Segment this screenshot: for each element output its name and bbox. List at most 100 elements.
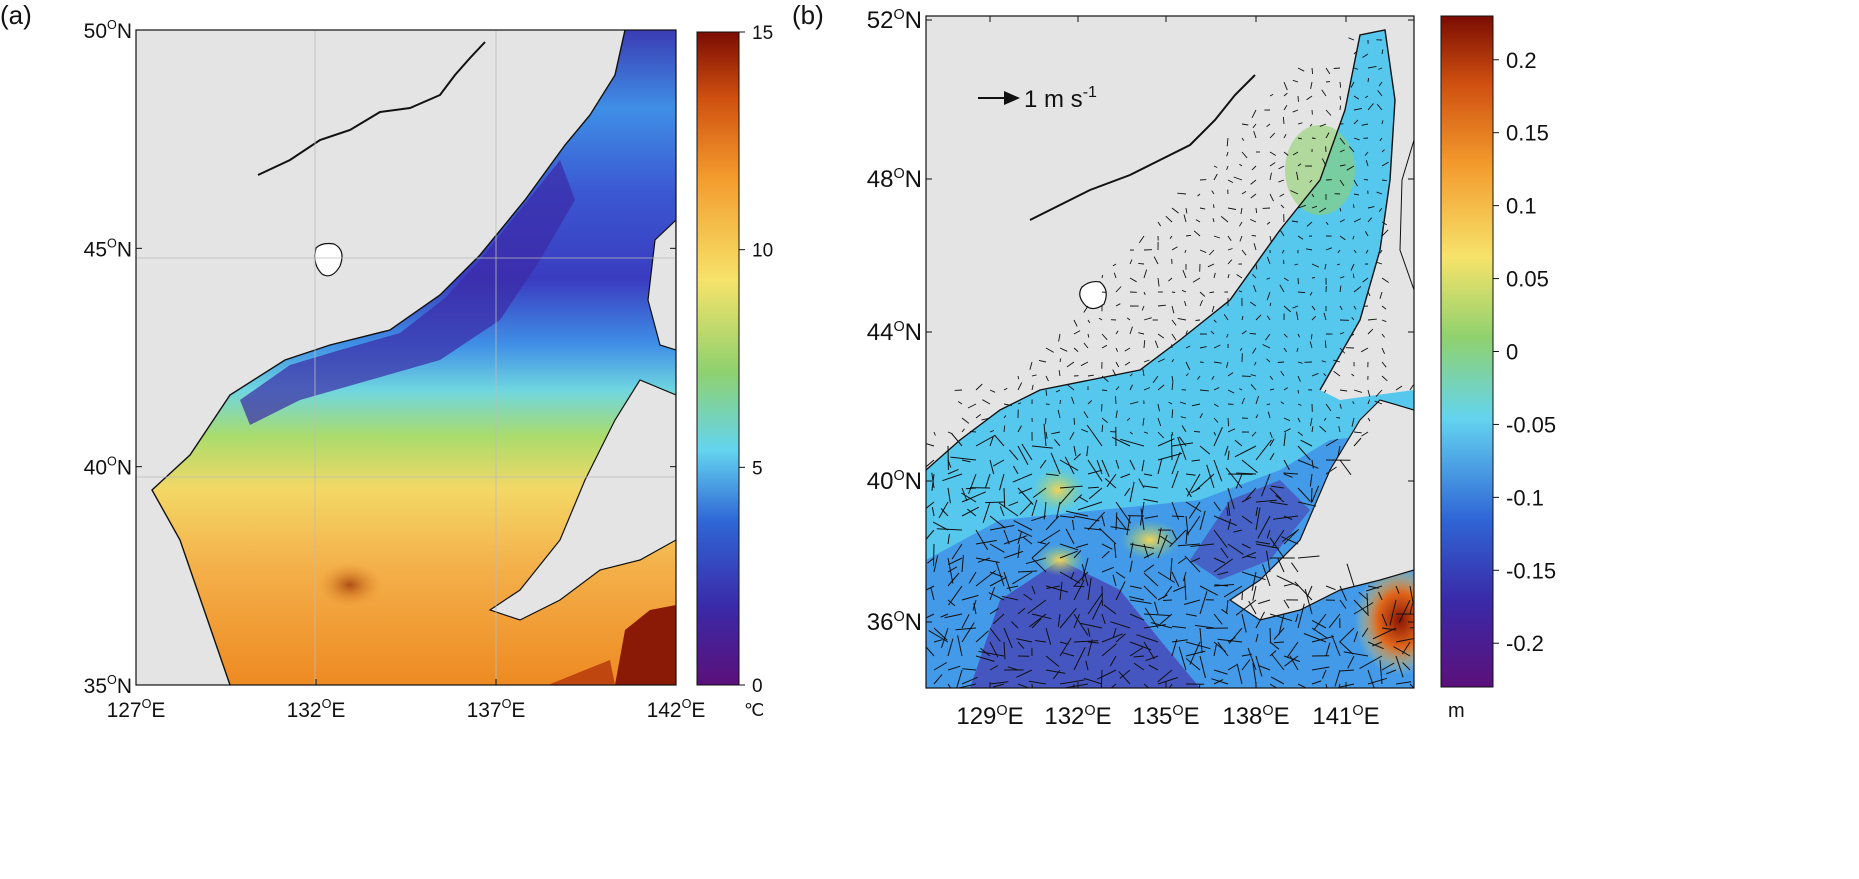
velocity-vector: [1311, 263, 1320, 268]
panel-b-colorbar-unit: m: [1448, 700, 1465, 722]
velocity-vector: [1065, 683, 1089, 688]
velocity-vector: [1179, 401, 1187, 405]
velocity-vector: [1367, 669, 1375, 688]
velocity-vector: [1258, 665, 1271, 671]
velocity-vector: [1386, 669, 1397, 675]
velocity-vector: [1236, 472, 1257, 475]
velocity-vector: [1363, 178, 1369, 181]
velocity-vector: [1351, 417, 1355, 427]
velocity-vector: [1111, 436, 1131, 447]
velocity-vector: [1379, 137, 1383, 141]
velocity-vector: [1378, 81, 1383, 87]
velocity-vector: [1372, 627, 1397, 640]
velocity-vector: [1311, 627, 1329, 639]
velocity-vector: [1262, 564, 1271, 587]
velocity-vector: [1339, 683, 1355, 688]
velocity-vector: [1226, 333, 1229, 338]
velocity-vector: [1017, 382, 1023, 391]
velocity-vector: [1157, 431, 1165, 439]
velocity-vector: [1266, 358, 1271, 363]
velocity-vector: [940, 508, 949, 517]
velocity-vector: [1271, 485, 1285, 489]
velocity-vector: [947, 533, 950, 545]
velocity-vector: [1019, 501, 1033, 515]
velocity-vector: [1255, 395, 1260, 405]
velocity-vector: [1143, 317, 1152, 321]
velocity-vector: [1239, 388, 1243, 391]
velocity-vector: [1185, 361, 1191, 371]
velocity-vector: [1115, 361, 1120, 368]
river: [257, 41, 486, 176]
velocity-vector: [1006, 585, 1019, 589]
velocity-vector: [1297, 67, 1305, 72]
velocity-vector: [1269, 388, 1275, 391]
velocity-vector: [940, 613, 949, 618]
velocity-vector: [1101, 566, 1114, 573]
velocity-vector: [1208, 249, 1215, 256]
velocity-vector: [1409, 384, 1414, 391]
velocity-vector: [1353, 119, 1359, 125]
velocity-vector: [1159, 535, 1173, 545]
velocity-vector: [1250, 218, 1257, 223]
velocity-vector: [1177, 317, 1187, 321]
velocity-vector: [1171, 382, 1174, 391]
scale-arrow-text: 1 m s: [1024, 86, 1083, 113]
velocity-vector: [1213, 204, 1215, 209]
velocity-vector: [1381, 305, 1387, 310]
velocity-vector: [1003, 627, 1013, 649]
velocity-vector: [989, 586, 996, 601]
velocity-vector: [1269, 683, 1278, 688]
velocity-vector: [1038, 359, 1047, 363]
velocity-vector: [947, 459, 952, 468]
velocity-vector: [1177, 192, 1187, 195]
velocity-vector: [1346, 165, 1355, 171]
velocity-vector: [1141, 305, 1145, 311]
velocity-vector: [992, 459, 1005, 467]
velocity-vector: [1381, 120, 1384, 125]
velocity-vector: [1118, 671, 1131, 685]
velocity-vector: [1367, 103, 1374, 111]
velocity-vector: [933, 674, 943, 685]
velocity-vector: [994, 434, 1005, 447]
velocity-vector: [947, 599, 956, 607]
colorbar-tick-label: 5: [752, 458, 763, 479]
velocity-vector: [931, 507, 935, 517]
velocity-vector: [961, 554, 964, 573]
velocity-vector: [1279, 284, 1285, 293]
velocity-vector: [1325, 132, 1330, 139]
velocity-vector: [1087, 639, 1093, 657]
velocity-vector: [1409, 602, 1414, 615]
velocity-vector: [1267, 411, 1271, 419]
velocity-vector: [1364, 151, 1369, 156]
velocity-vector: [1241, 551, 1256, 559]
velocity-vector: [1381, 179, 1387, 182]
velocity-vector: [1381, 333, 1385, 338]
velocity-vector: [1286, 641, 1299, 658]
velocity-vector: [1255, 507, 1258, 517]
colorbar-tick-label: 0.1: [1506, 194, 1537, 219]
scale-arrow: 1 m s-1: [978, 84, 1097, 113]
sakhalin-land: [647, 219, 676, 351]
velocity-vector: [1115, 633, 1126, 643]
velocity-vector: [1101, 613, 1106, 625]
velocity-vector: [1381, 49, 1384, 55]
velocity-vector: [1070, 571, 1075, 580]
velocity-vector: [1031, 541, 1050, 559]
velocity-vector: [1011, 621, 1019, 629]
panel-b: (b) 1 m s-1: [792, 0, 1556, 730]
lat-tick-label-hemi: N: [905, 7, 922, 34]
velocity-vector: [1269, 151, 1277, 156]
lat-tick-label-deg: 48: [867, 166, 894, 193]
velocity-vector: [1269, 613, 1293, 622]
velocity-vector: [1185, 501, 1202, 512]
velocity-vector: [1398, 599, 1411, 623]
velocity-vector: [1056, 501, 1061, 519]
velocity-vector: [1133, 655, 1145, 658]
velocity-vector: [1129, 431, 1133, 435]
velocity-vector: [1101, 344, 1108, 349]
velocity-vector: [1129, 599, 1152, 604]
velocity-vector: [975, 655, 995, 662]
velocity-vector: [1269, 193, 1274, 202]
velocity-vector: [989, 524, 1015, 531]
velocity-vector: [1278, 165, 1285, 170]
